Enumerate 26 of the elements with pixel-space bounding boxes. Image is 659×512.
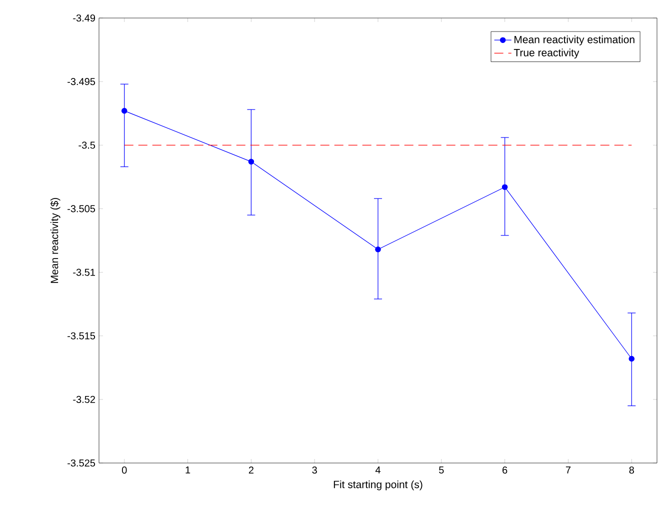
y-tick-label: -3.49	[73, 14, 95, 22]
x-tick-label: 2	[248, 466, 254, 474]
x-tick-label: 4	[375, 466, 380, 474]
y-tick-label: -3.5	[78, 142, 96, 149]
point	[628, 356, 635, 362]
legend-label: Mean reactivity estimation	[514, 36, 634, 46]
x-axis-title: Fit starting point (s)	[334, 480, 422, 490]
legend-label: True reactivity	[514, 48, 580, 58]
x-tick-label: 3	[312, 466, 317, 474]
y-tick-label: -3.52	[73, 396, 95, 403]
point	[502, 184, 508, 190]
point	[121, 108, 128, 114]
y-tick-label: -3.51	[73, 268, 95, 276]
x-tick-label: 7	[566, 466, 571, 474]
x-tick-label: 6	[502, 466, 508, 474]
y-tick-label: -3.505	[68, 205, 96, 212]
x-tick-label: 8	[629, 466, 634, 474]
point	[248, 158, 254, 165]
x-tick-label: 5	[439, 466, 444, 474]
x-tick-label: 1	[186, 466, 190, 474]
y-tick-label: -3.495	[68, 78, 96, 86]
y-axis-title: Mean reactivity ($)	[50, 198, 60, 283]
y-tick-label: -3.525	[68, 459, 96, 467]
y-tick-label: -3.515	[68, 332, 96, 340]
x-tick-label: 0	[122, 466, 127, 474]
point	[375, 246, 381, 252]
